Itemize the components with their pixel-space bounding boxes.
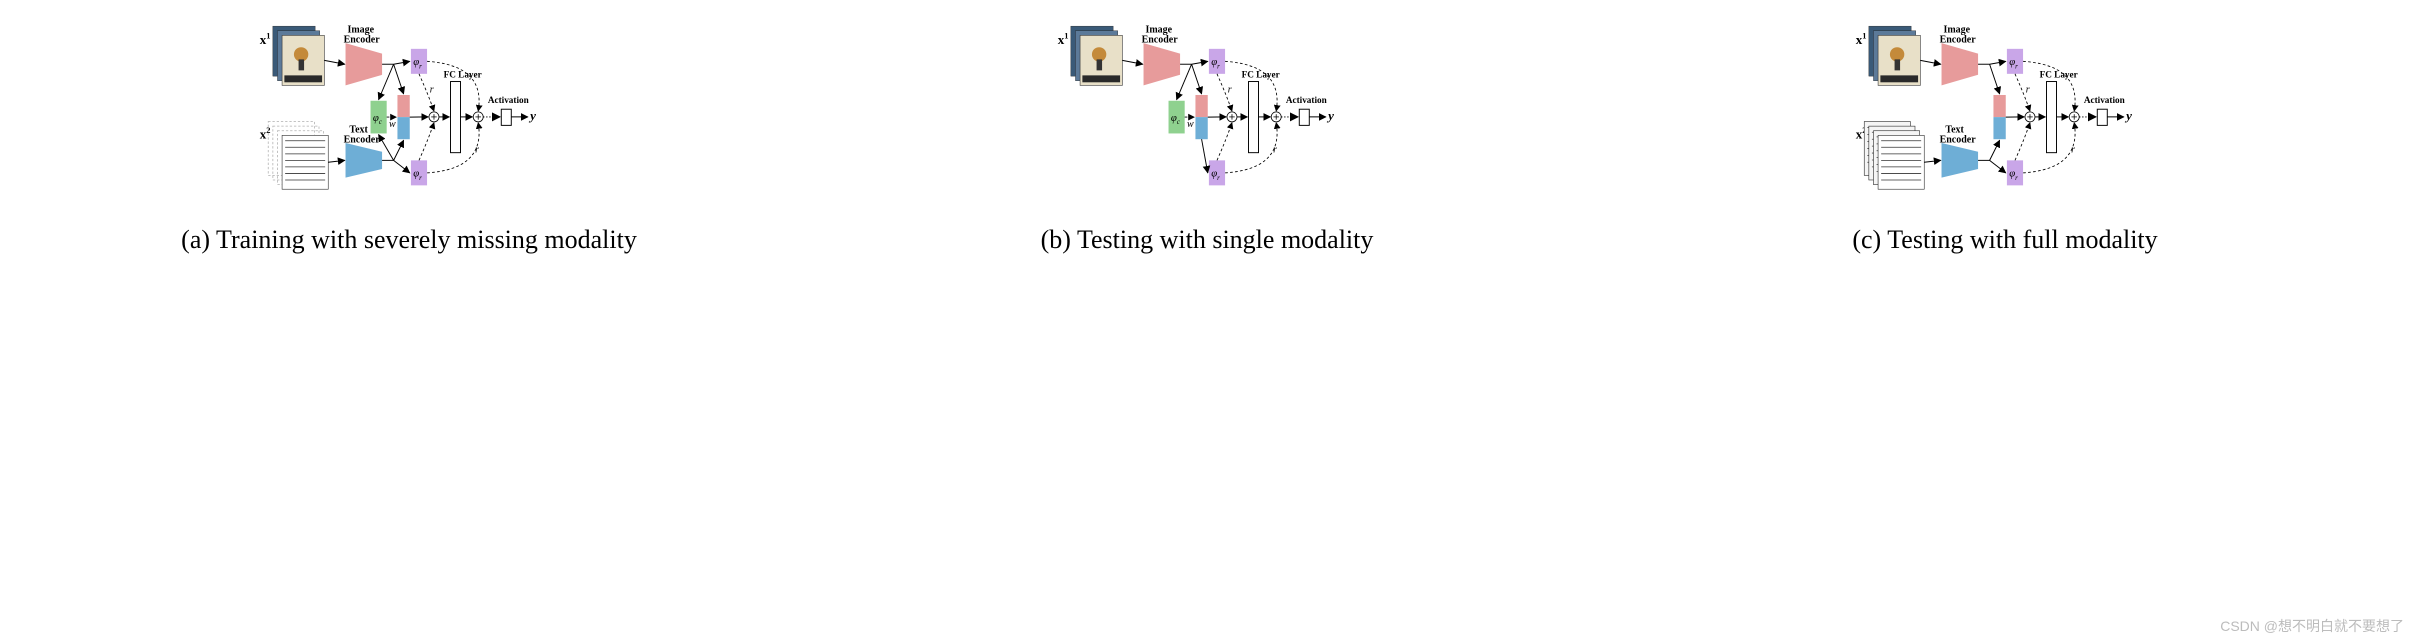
svg-text:x2: x2 — [260, 125, 271, 141]
svg-text:Text: Text — [349, 124, 368, 135]
panel-b: x1ImageEncoderφcφrφr FC Layer Activation… — [818, 20, 1596, 255]
svg-text:Activation: Activation — [2084, 95, 2125, 105]
svg-text:r: r — [1228, 84, 1232, 95]
svg-text:FC Layer: FC Layer — [1242, 70, 1280, 80]
diagram-c: x1ImageEncoderx2TextEncoderφrφr FC Layer… — [1855, 20, 2155, 217]
caption-c: (c) Testing with full modality — [1852, 225, 2157, 255]
svg-text:r: r — [475, 145, 479, 156]
svg-text:r: r — [430, 84, 434, 95]
svg-text:FC Layer: FC Layer — [2040, 70, 2078, 80]
svg-text:x1: x1 — [260, 30, 271, 46]
svg-text:r: r — [2026, 84, 2030, 95]
caption-b: (b) Testing with single modality — [1041, 225, 1374, 255]
svg-text:Activation: Activation — [488, 95, 529, 105]
svg-text:Encoder: Encoder — [344, 34, 381, 45]
svg-text:Encoder: Encoder — [1940, 134, 1977, 145]
caption-a: (a) Training with severely missing modal… — [181, 225, 637, 255]
svg-text:x1: x1 — [1058, 30, 1069, 46]
diagram-a: x1ImageEncoderx2TextEncoderφcφrφr FC Lay… — [259, 20, 559, 217]
svg-text:Image: Image — [1145, 24, 1172, 35]
svg-text:FC Layer: FC Layer — [444, 70, 482, 80]
svg-text:w: w — [389, 119, 396, 130]
svg-text:Text: Text — [1945, 124, 1964, 135]
svg-text:r: r — [2071, 145, 2075, 156]
panel-c: x1ImageEncoderx2TextEncoderφrφr FC Layer… — [1616, 20, 2394, 255]
svg-text:Encoder: Encoder — [344, 134, 381, 145]
svg-text:Image: Image — [1943, 24, 1970, 35]
svg-text:Activation: Activation — [1286, 95, 1327, 105]
panel-a: x1ImageEncoderx2TextEncoderφcφrφr FC Lay… — [20, 20, 798, 255]
svg-text:Image: Image — [347, 24, 374, 35]
svg-text:x1: x1 — [1856, 30, 1867, 46]
svg-text:Encoder: Encoder — [1940, 34, 1977, 45]
svg-text:y: y — [528, 108, 536, 123]
svg-text:y: y — [2124, 108, 2132, 123]
svg-text:r: r — [1273, 145, 1277, 156]
svg-text:y: y — [1326, 108, 1334, 123]
svg-text:Encoder: Encoder — [1142, 34, 1179, 45]
figure-row: x1ImageEncoderx2TextEncoderφcφrφr FC Lay… — [20, 20, 2394, 255]
watermark: CSDN @想不明白就不要想了 — [2220, 616, 2404, 636]
diagram-b: x1ImageEncoderφcφrφr FC Layer Activation… — [1057, 20, 1357, 217]
svg-text:w: w — [1187, 119, 1194, 130]
